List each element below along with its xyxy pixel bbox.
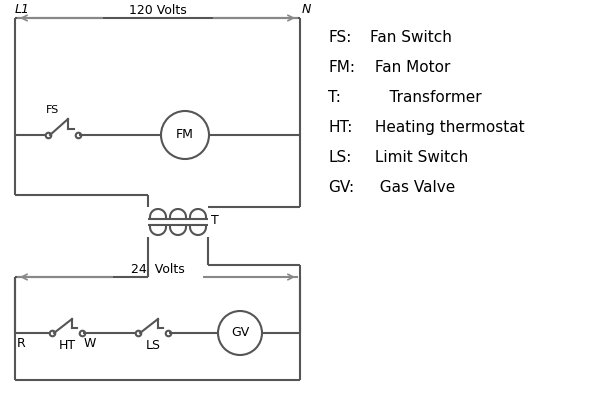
Text: LS:: LS: <box>328 150 352 165</box>
Text: Fan Switch: Fan Switch <box>370 30 452 45</box>
Text: HT: HT <box>58 339 76 352</box>
Text: Gas Valve: Gas Valve <box>370 180 455 195</box>
Text: 120 Volts: 120 Volts <box>129 4 186 17</box>
Text: Limit Switch: Limit Switch <box>370 150 468 165</box>
Text: LS: LS <box>146 339 160 352</box>
Text: FM: FM <box>176 128 194 142</box>
Text: L1: L1 <box>15 3 30 16</box>
Text: FM:: FM: <box>328 60 355 75</box>
Text: FS: FS <box>46 105 59 115</box>
Text: Fan Motor: Fan Motor <box>370 60 450 75</box>
Text: GV: GV <box>231 326 249 340</box>
Text: N: N <box>302 3 312 16</box>
Text: T: T <box>211 214 219 228</box>
Text: W: W <box>84 337 96 350</box>
Text: FS:: FS: <box>328 30 352 45</box>
Text: Heating thermostat: Heating thermostat <box>370 120 525 135</box>
Text: 24  Volts: 24 Volts <box>130 263 184 276</box>
Text: T:: T: <box>328 90 341 105</box>
Text: Transformer: Transformer <box>370 90 481 105</box>
Text: GV:: GV: <box>328 180 354 195</box>
Text: R: R <box>17 337 26 350</box>
Text: HT:: HT: <box>328 120 352 135</box>
